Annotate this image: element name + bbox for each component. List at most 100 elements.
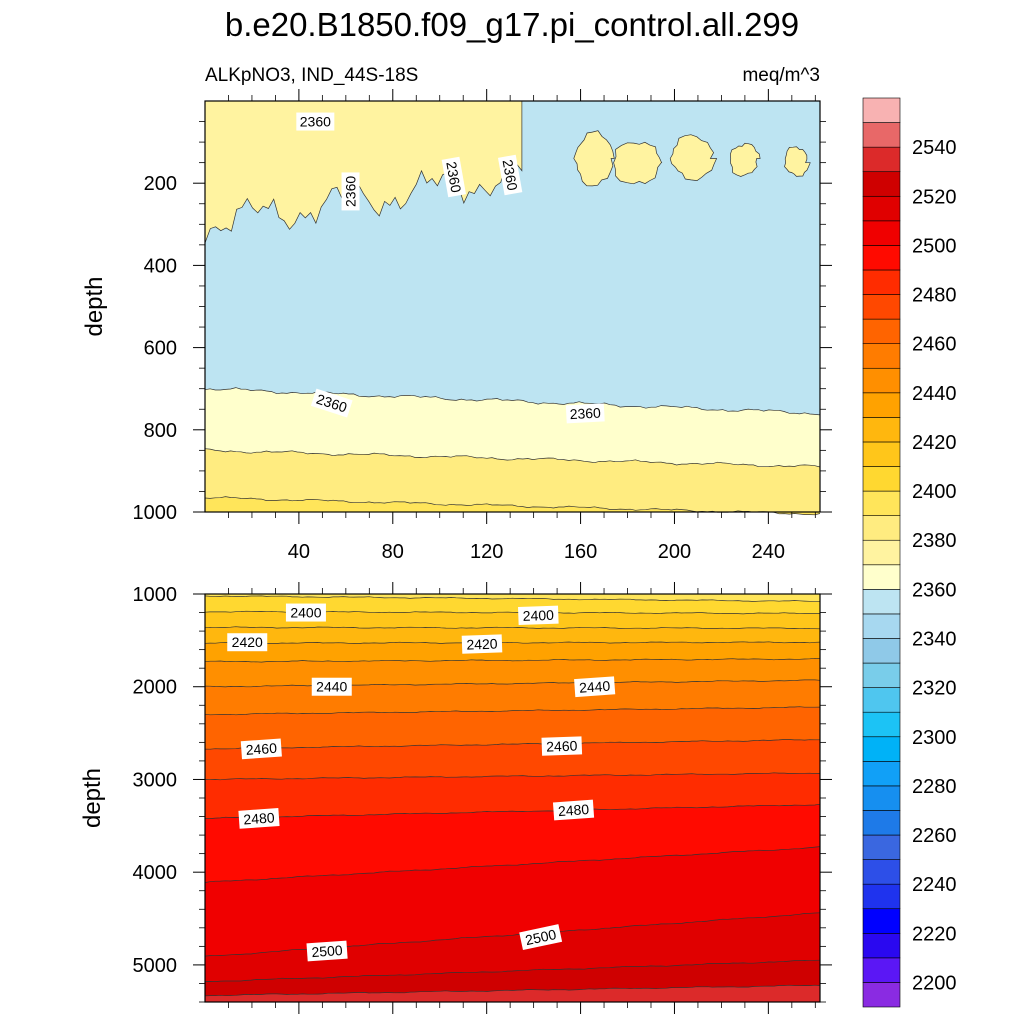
colorbar-swatch [862, 122, 901, 148]
colorbar-swatch [862, 859, 901, 885]
colorbar-swatch [862, 613, 901, 639]
colorbar-label: 2220 [912, 923, 957, 945]
lower-contour-line [204, 626, 821, 630]
colorbar-swatch [862, 515, 901, 541]
contour-label-box [227, 633, 268, 652]
colorbar-swatch [862, 687, 901, 713]
contour-label-box [310, 388, 353, 418]
colorbar-swatch [862, 294, 901, 320]
lower-band-2520 [205, 985, 820, 1002]
colorbar-swatch [862, 466, 901, 492]
colorbar-swatch [862, 490, 901, 516]
y-tick-label: 1000 [133, 584, 178, 606]
colorbar-label: 2260 [912, 825, 957, 847]
lower-contour-line [204, 679, 821, 688]
contour-label: 2480 [238, 808, 280, 829]
colorbar-swatch [862, 908, 901, 934]
contour-label: 2480 [552, 799, 595, 821]
contour-label-box [441, 156, 466, 198]
lower-contour-line [204, 772, 821, 781]
colorbar-swatch [862, 761, 901, 787]
colorbar-label: 2280 [912, 776, 957, 798]
contour-label-box [574, 676, 616, 698]
subtitle-left: ALKpNO3, IND_44S-18S [205, 65, 418, 86]
contour-label-box [238, 808, 280, 829]
y-tick-label: 400 [144, 255, 177, 277]
colorbar-label: 2300 [912, 727, 957, 749]
colorbar-swatch [862, 883, 901, 910]
contour-label: 2500 [519, 924, 563, 951]
contour-label-box [518, 605, 559, 626]
contour-label: 2500 [306, 940, 348, 962]
colorbar-swatch [862, 417, 901, 443]
contour-label: 2460 [240, 738, 282, 760]
subtitle-units: meq/m^3 [742, 65, 820, 86]
contour-label-text: 2420 [466, 636, 498, 653]
colorbar-label: 2320 [912, 678, 957, 700]
lower-contour-line [204, 595, 821, 603]
colorbar-swatch [862, 932, 901, 959]
lower-contour-line [205, 803, 821, 819]
colorbar-label: 2440 [912, 383, 957, 405]
colorbar-swatch [862, 441, 901, 467]
contour-label-text: 2440 [316, 679, 347, 695]
contour-label-text: 2360 [443, 160, 464, 194]
colorbar-swatch [862, 834, 901, 860]
contour-label-box [519, 924, 563, 951]
contour-label: 2360 [565, 403, 605, 424]
colorbar-swatch [862, 245, 901, 271]
contour-label-text: 2360 [343, 176, 359, 207]
contour-label: 2440 [311, 677, 352, 696]
colorbar-label: 2540 [912, 137, 957, 159]
contour-label-box [461, 634, 503, 654]
upper-surface-blob [730, 142, 761, 177]
colorbar-swatch [862, 982, 901, 1008]
x-tick-label: 80 [382, 541, 404, 563]
contour-label: 2360 [497, 154, 523, 196]
contour-label: 2360 [341, 172, 360, 211]
colorbar-label: 2400 [912, 481, 957, 503]
upper-band-2370 [205, 448, 820, 512]
colorbar-label: 2460 [912, 334, 957, 356]
colorbar-swatch [862, 662, 901, 688]
colorbar-label: 2520 [912, 186, 957, 208]
contour-label-text: 2500 [311, 942, 343, 960]
y-tick-label: 200 [144, 173, 177, 195]
upper-surface-blob [613, 141, 663, 185]
lower-contour-line [204, 984, 821, 997]
colorbar-swatch [862, 539, 901, 566]
colorbar-swatch [862, 195, 901, 222]
contour-label-box [296, 112, 335, 131]
y-tick-label: 1000 [133, 502, 178, 524]
colorbar-swatch [862, 392, 901, 418]
lower-contour-line [204, 657, 821, 663]
contour-label-box [552, 799, 595, 821]
contour-label-text: 2480 [557, 801, 589, 819]
colorbar-swatch [862, 343, 901, 369]
contour-label-text: 2360 [500, 158, 521, 192]
colorbar-label: 2200 [912, 972, 957, 994]
contour-label: 2420 [461, 634, 503, 654]
figure-title: b.e20.B1850.f09_g17.pi_control.all.299 [225, 6, 799, 43]
y-tick-label: 4000 [133, 862, 178, 884]
colorbar: 2200 2220 2240 2260 2280 2300 2320 2340 2360 2380… [862, 97, 957, 1008]
upper-surface-blob [573, 130, 615, 187]
upper-contour-line [204, 387, 821, 416]
y-tick-label: 800 [144, 420, 177, 442]
contour-label-text: 2400 [290, 605, 321, 621]
contour-label: 2460 [541, 736, 583, 756]
contour-label-box [311, 677, 352, 696]
contour-label-box [240, 738, 282, 760]
colorbar-swatch [862, 269, 901, 295]
x-tick-label: 160 [564, 541, 597, 563]
colorbar-swatch [862, 711, 901, 738]
lower-panel: 2400 2400 2420 2420 2440 2440 2460 2460 2480 2480… [79, 582, 832, 1014]
y-tick-label: 2000 [133, 677, 178, 699]
contour-label-text: 2420 [232, 634, 263, 650]
upper-surface-blob [669, 134, 718, 181]
colorbar-swatch [862, 810, 901, 836]
contour-label-text: 2440 [579, 678, 611, 696]
upper-surface-patch [204, 100, 523, 244]
